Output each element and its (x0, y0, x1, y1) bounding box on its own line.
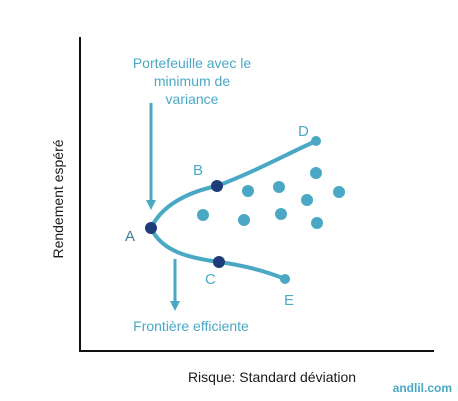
portfolio-dot (333, 186, 345, 198)
portfolio-scatter (197, 167, 345, 229)
point-a-label: A (125, 228, 135, 245)
portfolio-dot (311, 217, 323, 229)
endpoint-d-dot (311, 136, 321, 146)
point-c-dot (213, 256, 225, 268)
portfolio-dot (310, 167, 322, 179)
point-e-label: E (284, 292, 294, 309)
portfolio-dot (238, 214, 250, 226)
point-d-label: D (298, 123, 309, 140)
efficient-frontier-upper (149, 139, 318, 230)
portfolio-dot (275, 208, 287, 220)
min-variance-label-line1: Portefeuille avec le (133, 55, 252, 71)
brand-watermark: andlil.com (393, 381, 452, 395)
portfolio-dot (197, 209, 209, 221)
portfolio-dot (273, 181, 285, 193)
point-b-dot (211, 180, 223, 192)
portfolio-dot (301, 194, 313, 206)
point-c-label: C (205, 271, 216, 288)
endpoint-e-dot (280, 274, 290, 284)
min-variance-label-line3: variance (166, 91, 219, 107)
point-b-label: B (193, 162, 203, 179)
min-variance-label-line2: minimum de (154, 73, 230, 89)
portfolio-dot (242, 185, 254, 197)
frontier-label: Frontière efficiente (133, 318, 249, 334)
x-axis-label: Risque: Standard déviation (188, 369, 356, 385)
efficient-frontier-lower (149, 226, 287, 281)
y-axis-label: Rendement espéré (50, 139, 66, 258)
point-a-dot (145, 222, 157, 234)
